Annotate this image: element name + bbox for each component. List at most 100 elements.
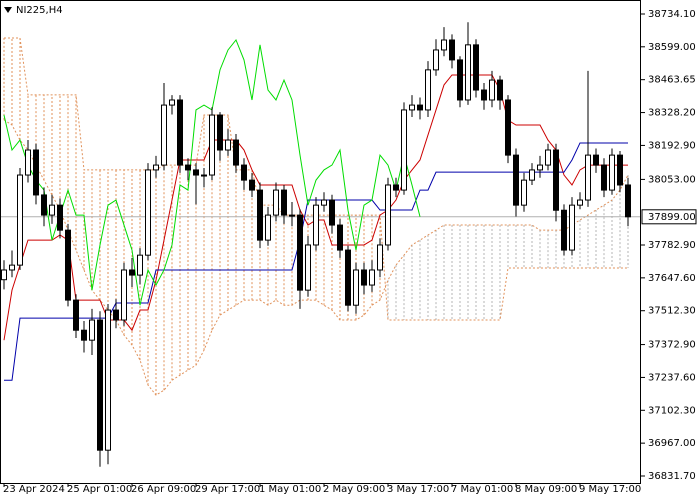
plot-frame bbox=[0, 0, 641, 484]
candle-body bbox=[257, 189, 263, 241]
candle-body bbox=[337, 224, 343, 251]
candle-body bbox=[529, 169, 535, 181]
candle-body bbox=[569, 204, 575, 251]
candle-body bbox=[281, 189, 287, 216]
x-tick-label: 29 Apr 17:00 bbox=[195, 484, 260, 495]
candle-body bbox=[17, 174, 23, 266]
candle-body bbox=[25, 149, 31, 176]
candle-body bbox=[273, 189, 279, 216]
candle-body bbox=[401, 109, 407, 191]
x-tick-label: 2 May 09:00 bbox=[323, 484, 385, 495]
x-tick-label: 3 May 17:00 bbox=[387, 484, 449, 495]
candle-body bbox=[513, 154, 519, 206]
candle-body bbox=[329, 199, 335, 226]
candle-body bbox=[89, 319, 95, 341]
candle-body bbox=[233, 139, 239, 166]
candle-body bbox=[417, 104, 423, 111]
candle-body bbox=[441, 39, 447, 51]
candle-body bbox=[625, 184, 631, 218]
candle-body bbox=[57, 204, 63, 231]
candle-body bbox=[177, 99, 183, 166]
candle-body bbox=[41, 194, 47, 216]
y-tick-label: 38328.20 bbox=[648, 108, 696, 119]
candle-body bbox=[249, 179, 255, 191]
y-tick-label: 37237.60 bbox=[648, 372, 696, 383]
candle-body bbox=[201, 174, 207, 177]
candle-body bbox=[9, 264, 15, 271]
candle-body bbox=[97, 319, 103, 451]
candle-body bbox=[601, 164, 607, 191]
candle-body bbox=[457, 59, 463, 101]
candle-body bbox=[193, 169, 199, 176]
candle-body bbox=[361, 269, 367, 286]
y-tick-label: 36967.00 bbox=[648, 438, 696, 449]
x-tick-label: 7 May 01:00 bbox=[451, 484, 513, 495]
candle-body bbox=[497, 79, 503, 101]
y-tick-label: 36831.70 bbox=[648, 471, 696, 482]
x-tick-label: 26 Apr 09:00 bbox=[131, 484, 196, 495]
candle-body bbox=[481, 89, 487, 101]
y-tick-label: 37782.90 bbox=[648, 240, 696, 251]
candle-body bbox=[153, 164, 159, 171]
candle-body bbox=[137, 254, 143, 276]
candle-body bbox=[561, 209, 567, 251]
candle-body bbox=[129, 269, 135, 276]
x-tick-label: 25 Apr 01:00 bbox=[67, 484, 132, 495]
candle-body bbox=[313, 204, 319, 246]
candle-body bbox=[265, 214, 271, 241]
candle-body bbox=[425, 69, 431, 111]
current-price-label: 37899.00 bbox=[648, 212, 696, 223]
candle-body bbox=[505, 99, 511, 156]
candle-body bbox=[1, 269, 7, 281]
candle-body bbox=[577, 199, 583, 206]
candle-body bbox=[369, 269, 375, 286]
y-tick-label: 37372.90 bbox=[648, 340, 696, 351]
candle-body bbox=[241, 164, 247, 181]
candle-body bbox=[305, 244, 311, 291]
y-tick-label: 37647.60 bbox=[648, 273, 696, 284]
y-tick-label: 38192.90 bbox=[648, 140, 696, 151]
chart-title: NI225,H4 bbox=[16, 5, 63, 16]
candle-body bbox=[169, 99, 175, 106]
candle-body bbox=[73, 299, 79, 331]
candle-body bbox=[289, 214, 295, 217]
candle-body bbox=[433, 49, 439, 71]
candle-body bbox=[49, 204, 55, 216]
candle-body bbox=[145, 169, 151, 256]
candle-body bbox=[345, 249, 351, 306]
y-tick-label: 38463.65 bbox=[648, 75, 696, 86]
plot-frame bbox=[0, 0, 641, 484]
candle-body bbox=[105, 309, 111, 451]
candle-body bbox=[553, 149, 559, 211]
x-tick-label: 23 Apr 2024 bbox=[3, 484, 65, 495]
candle-body bbox=[209, 114, 215, 176]
y-tick-label: 38599.00 bbox=[648, 42, 696, 53]
x-tick-label: 1 May 01:00 bbox=[259, 484, 321, 495]
candle-body bbox=[585, 154, 591, 201]
candle-body bbox=[113, 309, 119, 321]
candle-body bbox=[393, 184, 399, 191]
candle-body bbox=[489, 79, 495, 101]
candle-body bbox=[161, 104, 167, 166]
y-tick-label: 37102.30 bbox=[648, 405, 696, 416]
candle-body bbox=[33, 149, 39, 196]
candle-body bbox=[217, 114, 223, 151]
menu-icon[interactable] bbox=[4, 7, 12, 13]
candle-body bbox=[545, 149, 551, 166]
candle-body bbox=[409, 104, 415, 111]
candle-body bbox=[65, 229, 71, 301]
candle-body bbox=[353, 269, 359, 306]
candle-body bbox=[593, 154, 599, 166]
candle-body bbox=[121, 269, 127, 321]
candle-body bbox=[385, 184, 391, 246]
candle-body bbox=[473, 44, 479, 91]
x-tick-label: 8 May 09:00 bbox=[515, 484, 577, 495]
y-tick-label: 38734.10 bbox=[648, 9, 696, 20]
candle-body bbox=[537, 164, 543, 171]
candle-body bbox=[297, 214, 303, 291]
candle-body bbox=[185, 164, 191, 171]
candle-body bbox=[81, 329, 87, 341]
y-tick-label: 38053.00 bbox=[648, 174, 696, 185]
x-tick-label: 9 May 17:00 bbox=[579, 484, 641, 495]
